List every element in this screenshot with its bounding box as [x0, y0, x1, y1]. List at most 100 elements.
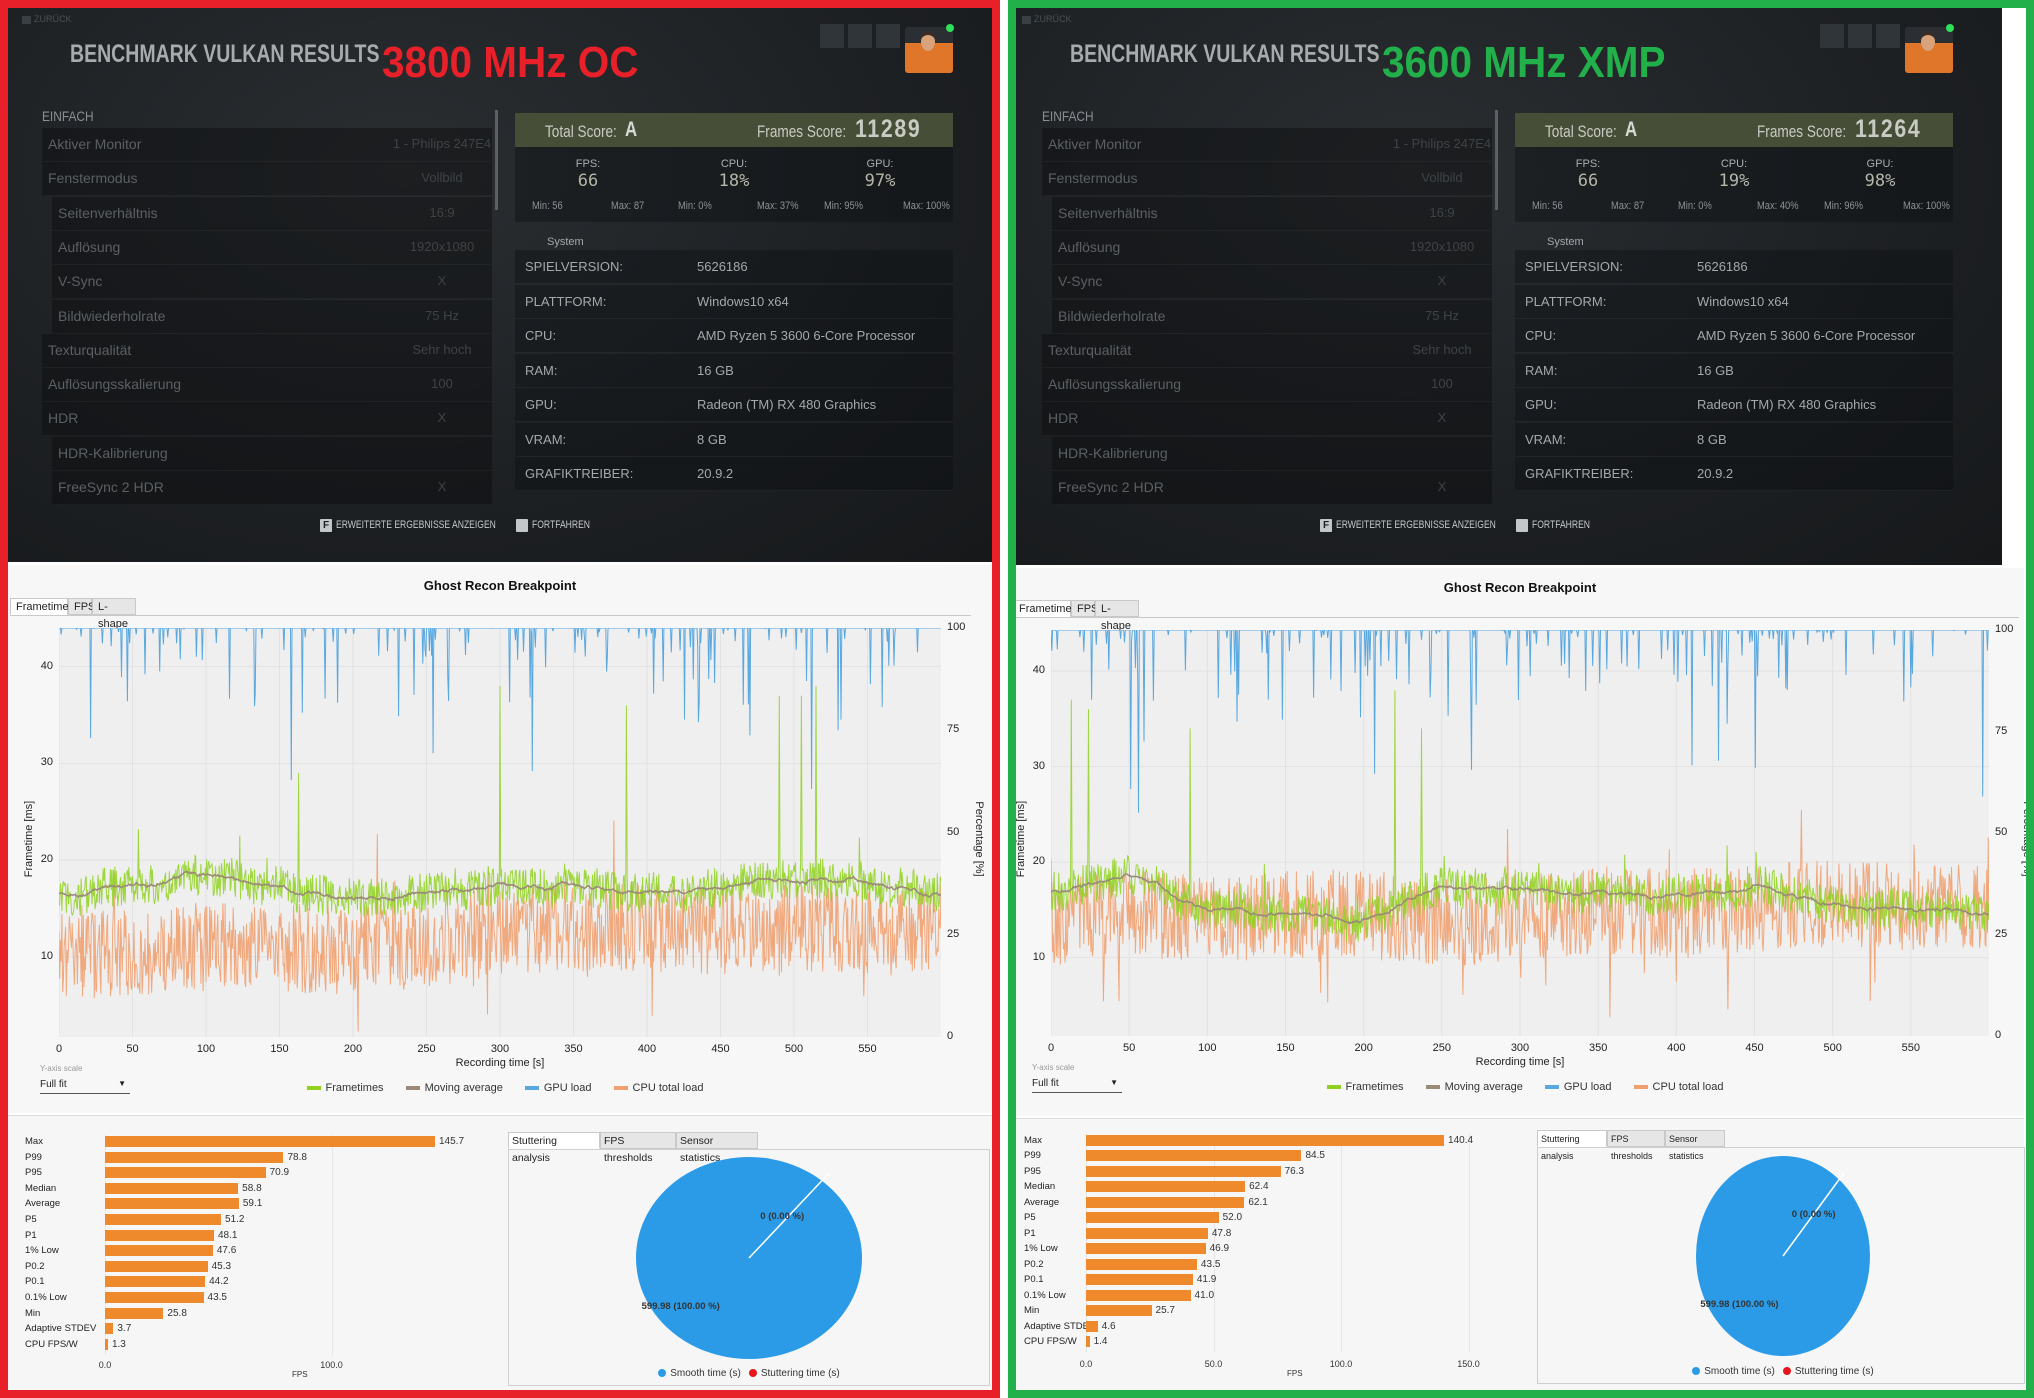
back-button[interactable]: ZURÜCK	[1022, 14, 1072, 24]
settings-row[interactable]: FreeSync 2 HDR X	[1052, 471, 1492, 505]
bar-value-label: 44.2	[209, 1276, 229, 1288]
status-tile	[876, 24, 900, 48]
settings-row[interactable]: Fenstermodus Vollbild	[42, 162, 492, 197]
button-label: FORTFAHREN	[1532, 519, 1591, 532]
stat-value: 66	[577, 171, 599, 191]
y-tick-label: 10	[1032, 950, 1045, 963]
settings-scrollbar[interactable]	[1495, 110, 1498, 210]
chart-tab-frametimes[interactable]: Frametimes	[1013, 600, 1077, 617]
legend-item[interactable]: Moving average	[1425, 1081, 1523, 1093]
stats-tab-stuttering-analysis[interactable]: Stuttering analysis	[1537, 1130, 1607, 1161]
settings-row[interactable]: FreeSync 2 HDR X	[52, 471, 492, 505]
settings-row[interactable]: Aktiver Monitor 1 - Philips 247E4	[1042, 128, 1492, 162]
status-tile	[1876, 24, 1900, 48]
chart-tab-fps[interactable]: FPS	[68, 598, 95, 615]
legend-swatch	[1326, 1085, 1341, 1090]
bar-value-label: 45.3	[211, 1260, 232, 1272]
settings-row[interactable]: Fenstermodus Vollbild	[1042, 162, 1492, 197]
stats-tab-sensor-statistics[interactable]: Sensor statistics	[676, 1132, 758, 1164]
settings-row[interactable]: Bildwiederholrate 75 Hz	[1052, 299, 1492, 334]
y2-tick-label: 75	[1995, 724, 2008, 737]
x-tick-label: 50	[126, 1043, 139, 1055]
x-tick-label: 100	[196, 1043, 216, 1055]
settings-row[interactable]: Texturqualität Sehr hoch	[1042, 333, 1492, 368]
show-extended-results-button[interactable]: F ERWEITERTE ERGEBNISSE ANZEIGEN	[1320, 519, 1541, 532]
setting-value: 75 Hz	[1425, 307, 1459, 323]
bar-category-label: Max	[25, 1136, 43, 1147]
settings-row[interactable]: Auflösung 1920x1080	[52, 230, 492, 265]
stat-value: 98%	[1864, 171, 1896, 191]
pie-legend-item[interactable]: Stuttering time (s)	[748, 1368, 840, 1379]
continue-button[interactable]: FORTFAHREN	[516, 519, 606, 532]
legend-item[interactable]: Frametimes	[306, 1082, 384, 1094]
bar-0-1-low	[105, 1292, 204, 1303]
bar-median	[1086, 1181, 1246, 1193]
bar-value-label: 47.8	[1211, 1227, 1232, 1239]
pie-legend-item[interactable]: Smooth time (s)	[1692, 1366, 1775, 1377]
settings-row[interactable]: Seitenverhältnis 16:9	[52, 196, 492, 231]
settings-row[interactable]: Auflösungsskalierung 100	[1042, 368, 1492, 403]
settings-row[interactable]: Texturqualität Sehr hoch	[42, 333, 492, 368]
chevron-down-icon: ▼	[118, 1079, 126, 1088]
setting-value: X	[1437, 479, 1447, 494]
stats-tab-fps-thresholds[interactable]: FPS thresholds	[600, 1132, 676, 1164]
bar-cpu-fps-w	[1086, 1335, 1090, 1347]
chart-tab-fps[interactable]: FPS	[1071, 600, 1098, 617]
bar-value-label: 41.9	[1196, 1274, 1217, 1286]
stats-tab-stuttering-analysis[interactable]: Stuttering analysis	[508, 1132, 600, 1164]
settings-row[interactable]: Aktiver Monitor 1 - Philips 247E4	[42, 128, 492, 162]
pie-legend-item[interactable]: Smooth time (s)	[658, 1368, 741, 1379]
settings-row[interactable]: Auflösungsskalierung 100	[42, 368, 492, 403]
settings-row[interactable]: Auflösung 1920x1080	[1052, 230, 1492, 265]
x-tick-label: 400	[637, 1043, 657, 1055]
legend-item[interactable]: CPU total load	[1633, 1081, 1723, 1093]
total-score-label: Total Score:	[545, 122, 617, 141]
bar-category-label: Adaptive STDEV	[25, 1323, 97, 1335]
x-tick-label: 0	[1047, 1042, 1055, 1054]
settings-row[interactable]: Seitenverhältnis 16:9	[1052, 196, 1492, 231]
frames-score-value: 11289	[855, 115, 922, 143]
settings-row[interactable]: HDR X	[1042, 402, 1492, 437]
settings-row[interactable]: Bildwiederholrate 75 Hz	[52, 299, 492, 334]
setting-name: HDR-Kalibrierung	[1058, 444, 1168, 461]
pie-legend-item[interactable]: Stuttering time (s)	[1782, 1366, 1874, 1377]
chart-tab-lshape[interactable]: L-shape	[92, 598, 136, 630]
chart-tab-frametimes[interactable]: Frametimes	[10, 598, 74, 615]
stats-tab-sensor-statistics[interactable]: Sensor statistics	[1665, 1130, 1725, 1161]
x-tick-label: 300	[490, 1043, 510, 1055]
setting-name: Seitenverhältnis	[58, 204, 158, 221]
pie-legend-label: Stuttering time (s)	[760, 1368, 840, 1379]
chart-tab-lshape[interactable]: L-shape	[1095, 600, 1139, 632]
settings-row[interactable]: HDR-Kalibrierung	[52, 436, 492, 471]
tab-underline	[1013, 617, 2019, 618]
back-button[interactable]: ZURÜCK	[22, 14, 72, 24]
continue-button[interactable]: FORTFAHREN	[1516, 519, 1606, 532]
chart-legend: Frametimes Moving average GPU load CPU tota…	[270, 1082, 740, 1094]
stat-min: Min: 56	[1532, 200, 1563, 212]
legend-item[interactable]: GPU load	[524, 1082, 592, 1094]
legend-item[interactable]: CPU total load	[613, 1082, 703, 1094]
settings-row[interactable]: V-Sync X	[52, 265, 492, 300]
legend-swatch	[1425, 1085, 1440, 1090]
settings-row[interactable]: HDR-Kalibrierung	[1052, 436, 1492, 471]
y2-tick-label: 100	[1995, 623, 2014, 635]
legend-item[interactable]: Moving average	[405, 1082, 503, 1094]
bar-value-label: 76.3	[1284, 1165, 1305, 1177]
y-axis-scale-dropdown[interactable]: Full fit ▼	[40, 1079, 130, 1094]
setting-value: 100	[1431, 376, 1453, 392]
player-avatar[interactable]	[1905, 27, 1953, 73]
stat-value: 97%	[864, 171, 896, 191]
show-extended-results-button[interactable]: F ERWEITERTE ERGEBNISSE ANZEIGEN	[320, 519, 541, 532]
settings-row[interactable]: V-Sync X	[1052, 265, 1492, 300]
bar-value-label: 25.7	[1155, 1305, 1175, 1317]
player-avatar[interactable]	[905, 27, 953, 73]
legend-item[interactable]: Frametimes	[1326, 1081, 1404, 1093]
legend-item[interactable]: GPU load	[1544, 1081, 1612, 1093]
settings-scrollbar[interactable]	[495, 110, 498, 210]
stats-tab-fps-thresholds[interactable]: FPS thresholds	[1607, 1130, 1665, 1161]
y-axis-scale-dropdown[interactable]: Full fit ▼	[1032, 1078, 1122, 1093]
system-info-value: Radeon (TM) RX 480 Graphics	[697, 397, 877, 412]
system-info-row: RAM: 16 GB	[1515, 353, 1953, 388]
bar-category-label: Average	[25, 1198, 61, 1210]
settings-row[interactable]: HDR X	[42, 402, 492, 437]
